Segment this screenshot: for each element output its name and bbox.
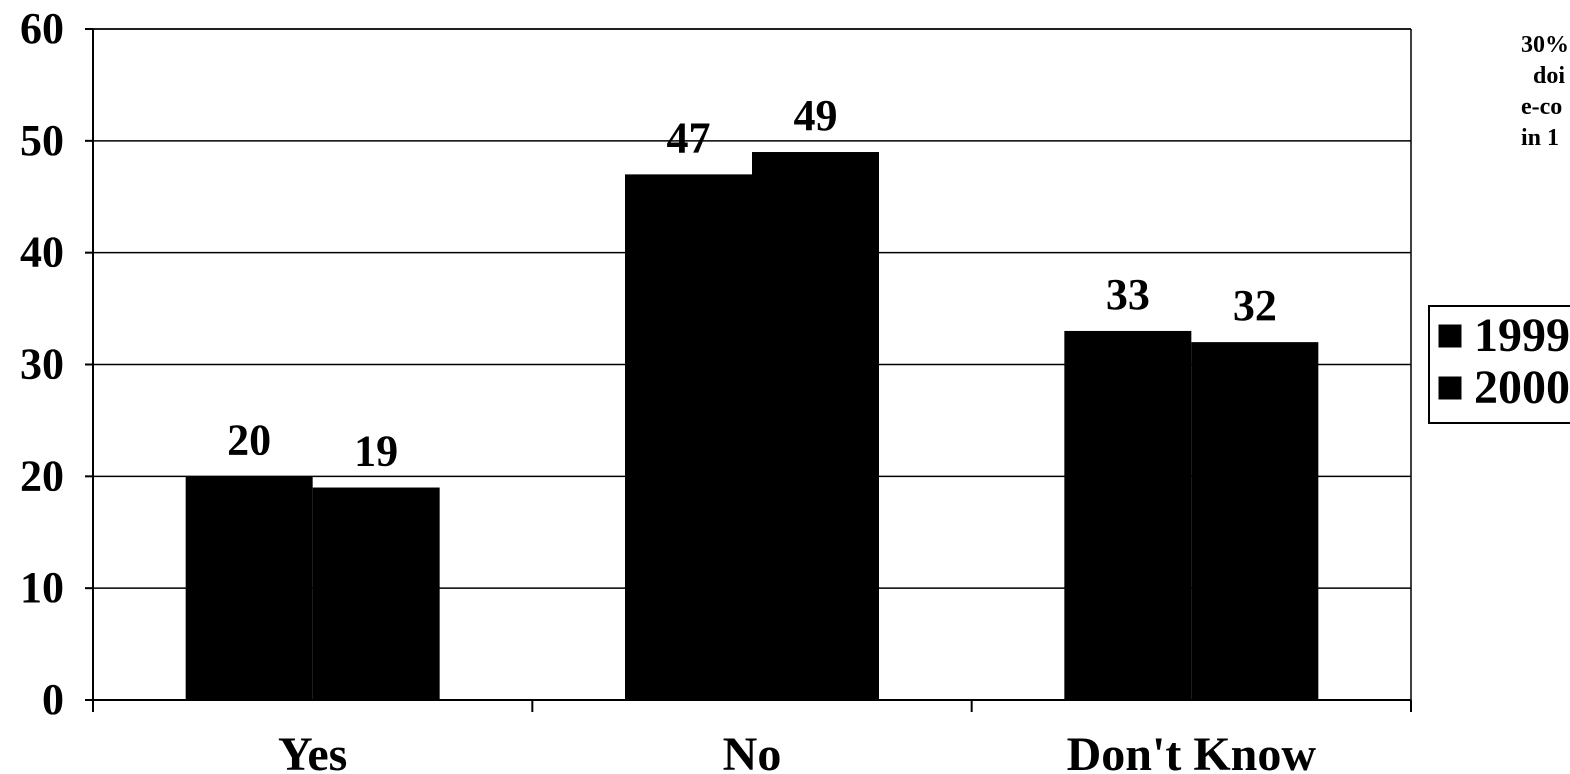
bar-2000-yes	[312, 487, 440, 700]
legend-swatch-2000	[1438, 376, 1462, 400]
bar-2000-no	[752, 152, 879, 700]
y-tick-label: 40	[20, 228, 64, 277]
annotation-line: 30%	[1521, 32, 1569, 58]
y-tick-label: 10	[20, 563, 64, 612]
legend-swatch-1999	[1438, 324, 1462, 348]
y-tick-label: 20	[20, 451, 64, 500]
data-label: 20	[227, 415, 271, 464]
axes: 0 10 20 30 40 50 60 Yes No Don't Know	[20, 4, 1412, 774]
x-tick-label: Don't Know	[1067, 728, 1317, 774]
bar-1999-no	[625, 174, 752, 701]
data-label: 49	[794, 91, 838, 140]
bars	[185, 152, 1319, 701]
annotation-line: doi	[1527, 63, 1565, 89]
legend-label-2000: 2000	[1474, 361, 1570, 414]
bar-1999-don-t-know	[1064, 330, 1192, 700]
y-tick-label: 0	[42, 675, 64, 724]
data-labels: 20 47 33 19 49 32	[227, 91, 1277, 476]
x-tick-label: Yes	[278, 728, 347, 774]
x-tick-label: No	[723, 728, 782, 774]
bar-1999-yes	[185, 476, 313, 700]
y-tick-label: 30	[20, 340, 64, 389]
legend-label-1999: 1999	[1474, 309, 1570, 362]
data-label: 32	[1233, 281, 1277, 330]
y-tick-label: 50	[20, 116, 64, 165]
data-label: 33	[1106, 270, 1150, 319]
data-label: 47	[667, 113, 711, 162]
bar-2000-don-t-know	[1191, 342, 1319, 700]
data-label: 19	[354, 427, 398, 476]
annotation-line: e-co	[1521, 94, 1562, 120]
y-tick-label: 60	[20, 4, 64, 53]
annotation: 30% doi e-co in 1	[1521, 32, 1569, 151]
annotation-line: in 1	[1521, 125, 1559, 151]
